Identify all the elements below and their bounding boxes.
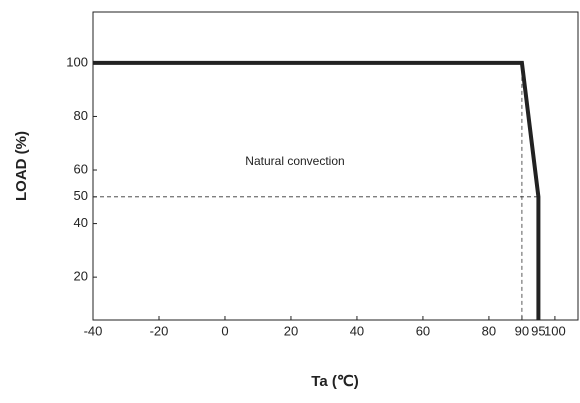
x-tick-label: 20 bbox=[284, 323, 298, 338]
y-tick-label: 100 bbox=[66, 54, 88, 69]
y-tick-label: 40 bbox=[74, 215, 88, 230]
y-tick-label: 60 bbox=[74, 161, 88, 176]
x-tick-label: 90 bbox=[515, 323, 529, 338]
x-tick-label: 80 bbox=[482, 323, 496, 338]
y-axis-label: LOAD (%) bbox=[13, 131, 30, 201]
x-tick-label: 40 bbox=[350, 323, 364, 338]
x-tick-label: 95 bbox=[531, 323, 545, 338]
x-tick-label: -20 bbox=[150, 323, 169, 338]
annotation: Natural convection bbox=[245, 154, 344, 168]
x-tick-label: -40 bbox=[84, 323, 103, 338]
y-tick-label: 50 bbox=[74, 188, 88, 203]
y-tick-label: 20 bbox=[74, 269, 88, 284]
x-tick-label: 60 bbox=[416, 323, 430, 338]
x-tick-label: 100 bbox=[544, 323, 566, 338]
x-axis-label: Ta (℃) bbox=[311, 373, 358, 390]
plot-frame bbox=[92, 11, 579, 321]
x-tick-label: 0 bbox=[221, 323, 228, 338]
y-tick-label: 80 bbox=[74, 108, 88, 123]
line bbox=[93, 60, 541, 320]
